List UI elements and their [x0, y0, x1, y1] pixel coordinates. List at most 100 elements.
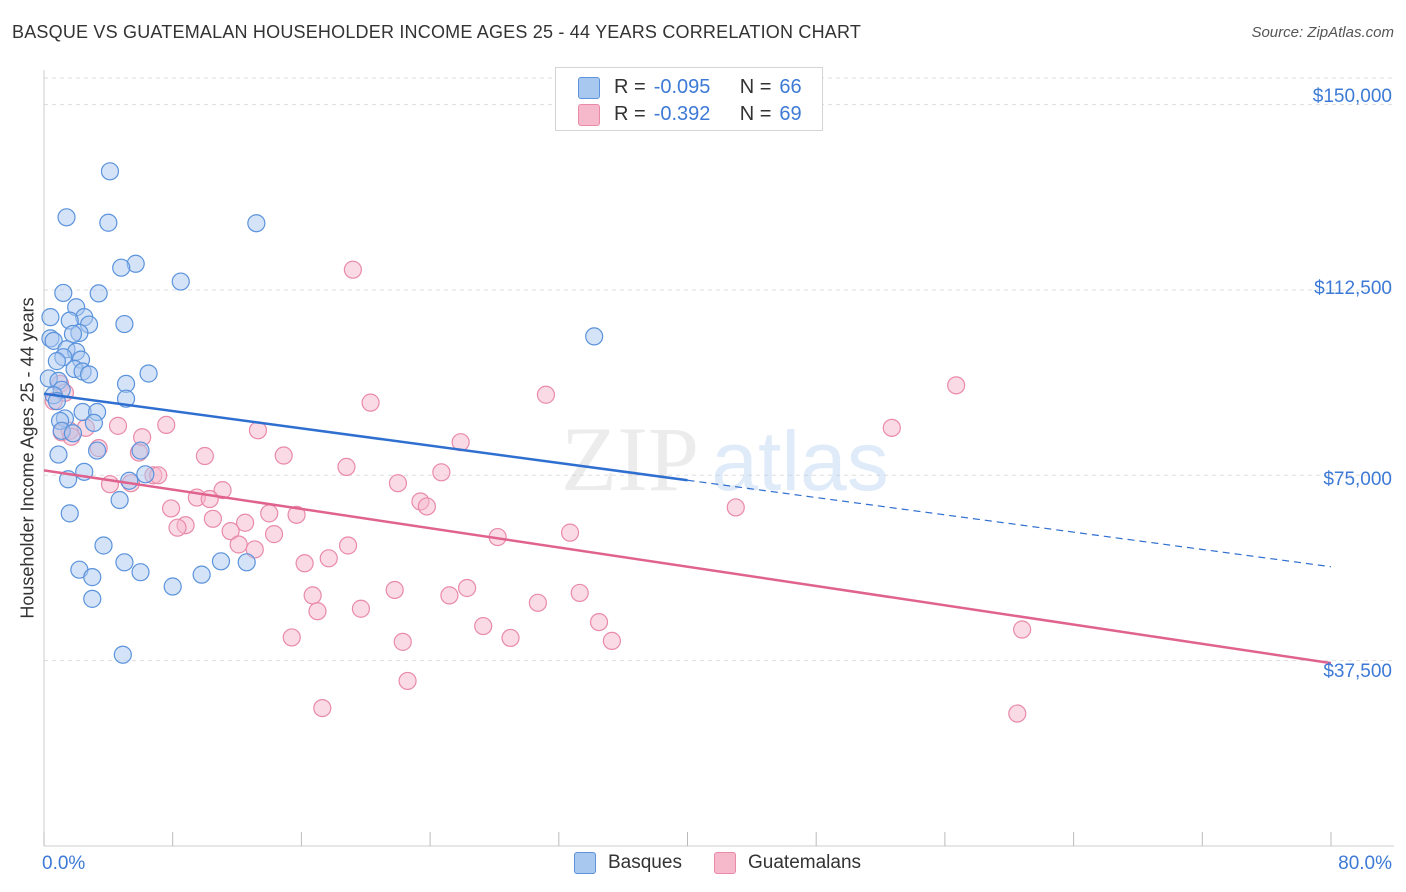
trend-lines — [43, 392, 1332, 665]
guatemalan-point — [440, 586, 459, 605]
guatemalan-point — [229, 535, 248, 554]
guatemalan-point — [308, 602, 327, 621]
guatemalan-point — [947, 376, 966, 395]
guatemalan-point — [221, 522, 240, 541]
guatemalan-point — [361, 393, 380, 412]
basque-point — [63, 324, 83, 344]
guatemalan-point — [882, 418, 901, 437]
legend-r-value: -0.095 — [653, 76, 711, 98]
watermark-atlas: atlas — [711, 414, 888, 508]
basques-label: Basques — [608, 852, 682, 873]
guatemalan-point — [168, 518, 187, 537]
x-tick-label: 80.0% — [1338, 853, 1392, 874]
basques-swatch — [574, 852, 596, 874]
guatemalan-point — [235, 513, 255, 532]
basque-point — [585, 327, 604, 346]
watermark: ZIP atlas — [561, 408, 889, 510]
chart-title: BASQUE VS GUATEMALAN HOUSEHOLDER INCOME … — [12, 22, 862, 42]
guatemalan-point — [388, 474, 408, 493]
guatemalan-point — [303, 586, 322, 605]
basque-point — [113, 645, 132, 664]
guatemalan-point — [528, 593, 547, 612]
chart-source: Source: ZipAtlas.com — [1251, 24, 1394, 41]
guatemalan-point — [560, 523, 580, 542]
guatemalan-point — [195, 446, 214, 466]
guatemalan-point — [589, 612, 609, 632]
guatemalan-point — [337, 457, 356, 476]
x-tick-label: 0.0% — [42, 853, 86, 874]
basque-point — [99, 213, 118, 232]
bottom-legend-basques: Basques — [574, 852, 682, 874]
y-tick-label: $75,000 — [1323, 469, 1392, 490]
guatemalan-point — [417, 497, 436, 516]
basque-point — [110, 490, 129, 510]
basque-point — [94, 536, 113, 555]
guatemalan-point — [1013, 620, 1032, 639]
guatemalan-point — [319, 549, 338, 568]
basque-point — [112, 258, 131, 277]
basque-point — [115, 314, 134, 334]
legend-r-value: -0.392 — [653, 103, 711, 125]
bottom-legend-guatemalans: Guatemalans — [714, 852, 861, 874]
basque-point — [163, 577, 182, 596]
basque-swatch — [578, 76, 600, 99]
guatemalan-point — [726, 498, 745, 517]
guatemalan-point — [338, 536, 358, 555]
guatemalan-point — [458, 578, 477, 598]
basque-point — [120, 471, 139, 490]
guatemalan-point — [108, 416, 128, 435]
basque-trend-extension — [687, 479, 1332, 568]
basque-point — [49, 445, 68, 464]
guatemalan-point — [343, 260, 362, 279]
y-axis-label: Householder Income Ages 25 - 44 years — [17, 297, 38, 619]
basque-point — [63, 424, 83, 443]
basque-point — [87, 441, 107, 460]
basque-point — [136, 465, 155, 484]
basque-point — [139, 364, 158, 383]
guatemalan-swatch — [578, 103, 600, 126]
basque-point — [84, 413, 103, 433]
gridlines — [44, 77, 1394, 662]
basque-point — [171, 272, 190, 291]
basque-point — [57, 208, 76, 227]
guatemalan-point — [432, 463, 451, 482]
basque-point — [237, 553, 256, 572]
basque-point — [131, 441, 150, 460]
basque-point — [60, 504, 79, 523]
basque-point — [115, 553, 134, 572]
axes — [43, 70, 1394, 847]
guatemalan-point — [295, 554, 314, 573]
guatemalan-point — [245, 540, 264, 559]
guatemalan-point — [313, 698, 332, 718]
correlation-legend: R = -0.095 N = 66 R = -0.392 N = 69 — [555, 67, 823, 131]
watermark-zip: ZIP — [561, 408, 699, 510]
legend-n-label: N = — [739, 76, 772, 98]
basque-point — [116, 389, 136, 408]
basque-point — [131, 563, 150, 582]
basque-trend-line — [43, 392, 688, 482]
guatemalans-swatch — [714, 852, 736, 874]
basque-point — [100, 162, 120, 181]
basque-points — [39, 162, 604, 664]
guatemalan-point — [570, 583, 589, 603]
guatemalan-point — [287, 505, 306, 524]
guatemalan-point — [536, 385, 556, 404]
guatemalan-point — [385, 580, 404, 600]
legend-r-label: R = — [614, 103, 646, 125]
guatemalan-trend-line — [43, 469, 1332, 665]
y-tick-label: $150,000 — [1312, 86, 1392, 107]
basque-point — [192, 565, 211, 584]
basque-point — [54, 283, 73, 303]
guatemalan-point — [474, 616, 493, 636]
basque-point — [41, 308, 60, 327]
guatemalan-point — [274, 446, 293, 465]
guatemalan-point — [602, 631, 621, 650]
guatemalan-point — [282, 628, 301, 647]
legend-n-value: 66 — [779, 76, 802, 98]
basque-point — [44, 331, 63, 350]
guatemalan-point — [398, 671, 417, 691]
guatemalan-point — [264, 525, 284, 544]
basque-point — [47, 352, 66, 371]
guatemalan-point — [351, 599, 371, 618]
